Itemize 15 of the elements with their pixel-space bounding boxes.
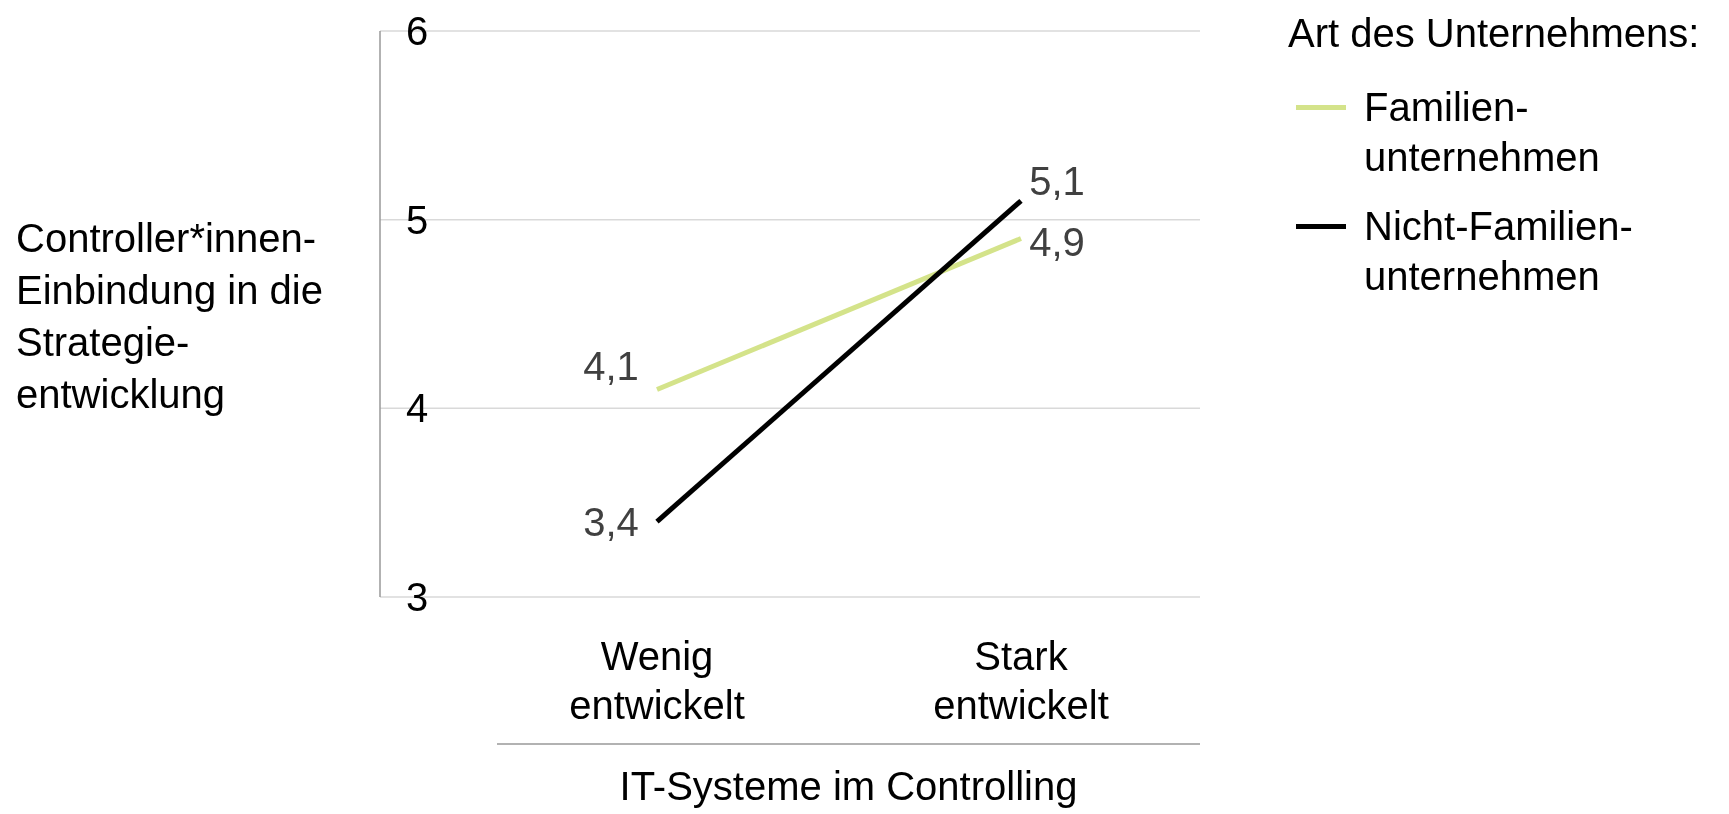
legend-title: Art des Unternehmens:: [1288, 10, 1700, 57]
x-axis-title: IT-Systeme im Controlling: [619, 764, 1078, 808]
y-tick-label: 4: [405, 386, 429, 431]
data-label: 4,9: [1029, 219, 1085, 264]
data-label: 4,1: [583, 344, 639, 389]
legend-label: Familien-unternehmen: [1364, 84, 1601, 181]
data-label: 3,4: [583, 499, 639, 544]
y-axis-title: Controller*innen-Einbindung in die Strategie-entwicklung: [16, 215, 324, 418]
legend-label: Nicht-Familien-unternehmen: [1364, 203, 1634, 300]
x-tick-label: Wenig entwickelt: [569, 634, 745, 727]
x-tick-label: Stark entwickelt: [933, 634, 1109, 727]
y-tick-label: 6: [405, 9, 429, 53]
data-label: 5,1: [1029, 158, 1085, 203]
y-tick-label: 5: [405, 197, 429, 242]
y-tick-label: 3: [405, 575, 429, 619]
